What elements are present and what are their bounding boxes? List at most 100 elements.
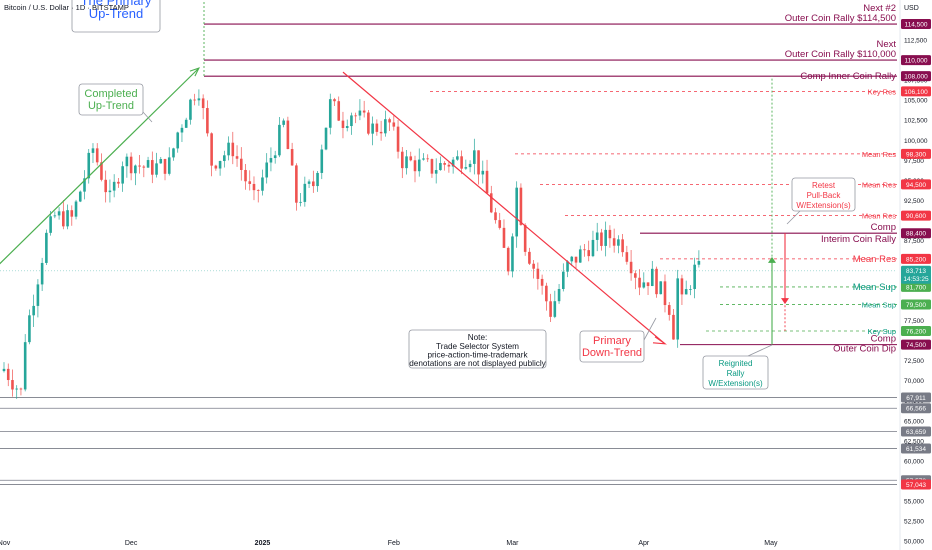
candle-body	[388, 119, 391, 123]
candle-body	[193, 99, 196, 101]
y-tick-label: 60,000	[904, 458, 924, 465]
candle-body	[248, 181, 252, 184]
price-level-badge-text: 57,043	[906, 482, 926, 489]
candle-body	[125, 156, 129, 167]
callout-reignited-rally-text: W/Extension(s)	[708, 379, 763, 388]
candle-body	[375, 123, 379, 132]
callout-primary-uptrend-text: The Primary	[81, 0, 152, 8]
candle-body	[265, 162, 269, 178]
candle-body	[350, 115, 353, 127]
price-level-badge-text: 63,659	[906, 429, 926, 436]
price-level-badge	[901, 479, 931, 490]
candle-body	[117, 181, 120, 184]
y-tick-label: 105,000	[904, 98, 928, 105]
price-level-badge-text: 98,300	[906, 151, 926, 158]
bar-countdown: 14:53:25	[903, 276, 929, 283]
candle-body	[680, 278, 684, 295]
candle-body	[612, 238, 616, 246]
last-price-value: 83,713	[906, 268, 926, 275]
callout-reignited-rally-text: Rally	[727, 369, 745, 378]
rally-arrow-head	[768, 256, 776, 263]
candle-body	[400, 151, 404, 169]
candle-body	[379, 131, 383, 134]
candle-body	[494, 212, 497, 221]
candle-body	[617, 239, 620, 246]
candle-body	[409, 156, 413, 161]
candle-body	[396, 126, 400, 152]
y-tick-label: 65,000	[904, 418, 924, 425]
price-level-badge-text: 79,500	[906, 302, 926, 309]
candle-body	[95, 148, 99, 163]
price-level-badge	[901, 228, 931, 239]
candle-body	[159, 159, 163, 164]
candle-body	[83, 178, 86, 192]
candle-body	[621, 239, 624, 253]
price-level-badge	[901, 339, 931, 350]
y-tick-label: 72,500	[904, 358, 924, 365]
currency-label: USD	[904, 5, 919, 12]
price-level-badge-text: 61,534	[906, 446, 926, 453]
candle-body	[32, 305, 35, 316]
candle-body	[540, 278, 544, 286]
candle-body	[201, 98, 205, 109]
candle-body	[53, 215, 57, 217]
candle-body	[371, 123, 374, 134]
candle-body	[6, 368, 10, 381]
candle-body	[392, 122, 396, 127]
candle-body	[519, 187, 523, 225]
candle-body	[600, 232, 603, 246]
candle-body	[223, 155, 226, 162]
candle-body	[218, 161, 222, 169]
candle-body	[210, 133, 213, 166]
candle-body	[261, 177, 264, 191]
callout-note-text: Trade Selector System	[436, 342, 519, 351]
price-level-caption: Mean Res	[862, 150, 896, 159]
callout-retest-pullback-box	[791, 177, 856, 212]
candle-body	[78, 191, 82, 202]
candle-body	[189, 99, 192, 120]
price-level-badge-text: 81,700	[906, 284, 926, 291]
trendline-primary-downtrend	[342, 71, 666, 345]
candle-body	[367, 112, 370, 134]
callout-reignited-rally-text: Reignited	[719, 359, 753, 368]
candle-body	[282, 120, 285, 125]
candle-body	[434, 170, 438, 174]
y-tick-label: 107,500	[904, 78, 928, 85]
candle-body	[70, 210, 74, 217]
candle-body	[460, 156, 463, 169]
candle-body	[473, 150, 476, 164]
candle-body	[104, 179, 107, 193]
candle-body	[112, 181, 116, 191]
candle-body	[87, 152, 91, 179]
callout-completed-uptrend-text: Completed	[84, 88, 137, 100]
candle-body	[456, 156, 459, 160]
candle-body	[384, 119, 387, 134]
candle-body	[532, 263, 535, 269]
price-level-caption: Mean Res	[862, 180, 896, 189]
candle-body	[167, 157, 171, 174]
candle-body	[430, 159, 434, 174]
price-level-caption: Comp Inner Coin Rally	[800, 71, 896, 82]
candle-body	[587, 250, 591, 257]
price-level-badge	[901, 210, 931, 221]
y-tick-label: 70,000	[904, 378, 924, 385]
y-tick-label: 77,500	[904, 318, 924, 325]
candle-body	[638, 277, 641, 288]
price-level-badge-text: 94,500	[906, 182, 926, 189]
price-level-badge-text: 76,200	[906, 329, 926, 336]
candle-body	[239, 158, 243, 170]
candle-body	[231, 142, 235, 157]
price-level-badge	[901, 326, 931, 337]
candle-body	[40, 262, 44, 285]
candle-body	[506, 247, 510, 272]
candle-body	[689, 289, 692, 290]
candle-body	[184, 119, 188, 128]
candle-body	[422, 158, 425, 160]
price-level-badge	[901, 392, 931, 403]
candle-body	[108, 190, 112, 193]
candle-body	[45, 232, 48, 263]
price-level-badge-text: 85,200	[906, 256, 926, 263]
candle-body	[214, 165, 218, 169]
